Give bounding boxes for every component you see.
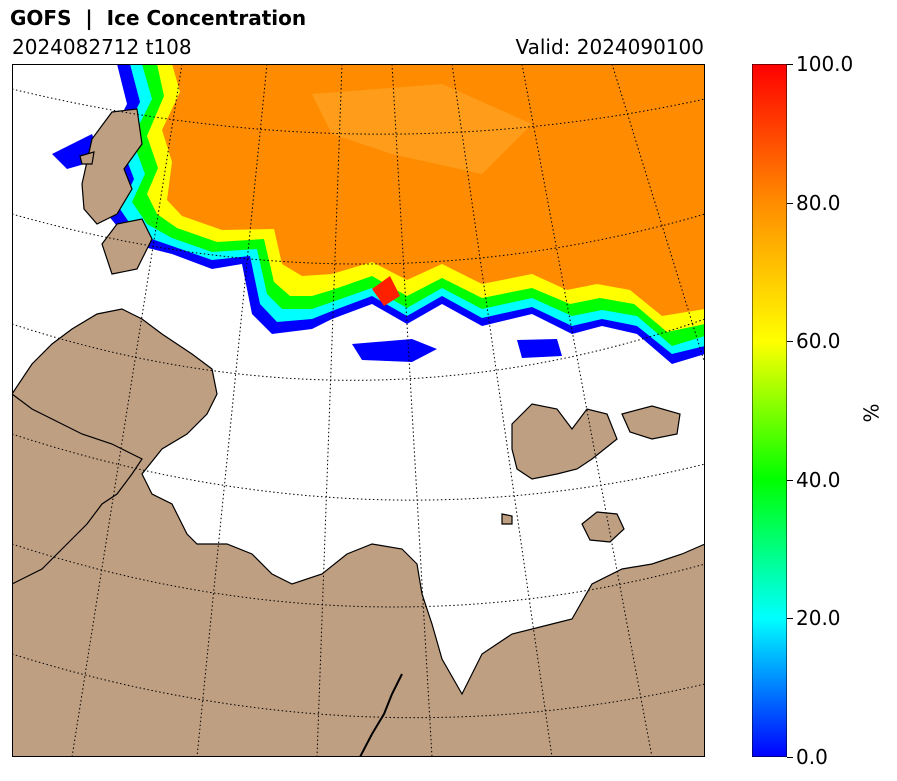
landmass-island-tiny-1 <box>501 513 513 525</box>
ice-red-patch <box>372 276 400 306</box>
valid-time-label: Valid: 2024090100 <box>515 35 704 59</box>
landmass-peninsula-west <box>12 393 143 585</box>
colorbar-tick-100 <box>787 64 793 65</box>
colorbar-tick-20 <box>787 618 793 619</box>
colorbar-unit-label: % <box>859 403 884 423</box>
colorbar-tick-40 <box>787 480 793 481</box>
graticule-meridian-1 <box>71 64 183 757</box>
map-frame <box>12 64 705 757</box>
colorbar-label-100: 100.0 <box>796 52 854 76</box>
graticule <box>12 64 705 757</box>
ice-patch-south <box>352 339 437 362</box>
ice-concentration-map <box>12 64 705 757</box>
colorbar-tick-80 <box>787 203 793 204</box>
river-line <box>359 673 403 757</box>
landmass-island-southeast <box>581 511 625 543</box>
ice-orange-core <box>162 64 705 316</box>
graticule-meridian-6 <box>521 64 653 757</box>
colorbar <box>752 64 787 757</box>
land-masses <box>12 108 705 757</box>
sea-ice-field <box>52 64 705 364</box>
map-title: GOFS | Ice Concentration <box>10 6 307 30</box>
landmass-island-small-northwest <box>79 151 95 165</box>
colorbar-label-20: 20.0 <box>796 606 841 630</box>
graticule-meridian-7 <box>611 64 705 365</box>
run-time-label: 2024082712 t108 <box>12 35 192 59</box>
ice-high-patch <box>312 84 532 174</box>
colorbar-label-60: 60.0 <box>796 329 841 353</box>
graticule-meridian-5 <box>451 64 553 757</box>
colorbar-label-80: 80.0 <box>796 191 841 215</box>
colorbar-label-0: 0.0 <box>796 745 828 769</box>
landmass-island-east-small <box>621 405 681 440</box>
ice-patch-east <box>517 339 562 358</box>
landmass-archipelago-northwest <box>81 108 143 225</box>
landmass-island-northwest <box>101 218 153 275</box>
landmass-island-east-large <box>511 403 618 480</box>
colorbar-tick-0 <box>787 757 793 758</box>
colorbar-gradient <box>752 64 787 757</box>
graticule-meridian-2 <box>196 64 268 757</box>
colorbar-tick-60 <box>787 341 793 342</box>
graticule-parallel-1 <box>12 88 705 135</box>
colorbar-label-40: 40.0 <box>796 468 841 492</box>
graticule-parallel-2 <box>12 213 705 265</box>
graticule-parallel-3 <box>12 318 705 381</box>
